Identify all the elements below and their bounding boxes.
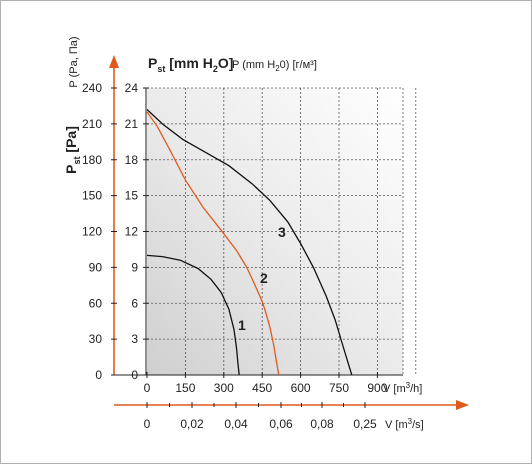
axes: [109, 55, 469, 410]
pa-tick-label-1: 30: [89, 332, 103, 346]
mmh2o-tick-label-3: 9: [131, 260, 138, 274]
pa-tick-label-5: 150: [82, 189, 102, 203]
mmh2o-tick-label-1: 3: [131, 332, 138, 346]
pa-tick-label-0: 0: [95, 368, 102, 382]
y-axis-pa-arrow: [109, 55, 119, 68]
mmh2o-tick-label-4: 12: [125, 225, 139, 239]
header-pst-label: Pst [mm H2O]: [148, 55, 233, 74]
m3s-tick-label-2: 0,04: [224, 417, 248, 431]
curve-label-2: 2: [260, 270, 268, 286]
grid: [147, 87, 417, 376]
x-axis-m3s-arrow: [456, 400, 469, 410]
curve-1: [146, 254, 240, 376]
pa-tick-label-8: 240: [82, 81, 102, 95]
ylabel-pst: Pst [Pa]: [63, 126, 82, 174]
mmh2o-tick-label-7: 21: [125, 117, 139, 131]
xlabel-m3h: V [m3/h]: [383, 381, 422, 395]
m3h-tick-label-5: 750: [329, 381, 349, 395]
m3s-tick-label-4: 0,08: [310, 417, 334, 431]
curve-3: [146, 109, 353, 376]
mmh2o-tick-label-2: 6: [131, 296, 138, 310]
m3h-tick-label-3: 450: [252, 381, 272, 395]
m3s-tick-label-1: 0,02: [180, 417, 204, 431]
m3h-tick-label-1: 150: [175, 381, 195, 395]
pa-tick-label-6: 180: [82, 153, 102, 167]
pa-tick-label-3: 90: [89, 260, 103, 274]
m3h-tick-label-4: 600: [291, 381, 311, 395]
pa-tick-label-2: 60: [89, 296, 103, 310]
curve-label-3: 3: [278, 224, 286, 240]
curves: 1 2 3: [146, 109, 353, 376]
m3s-tick-label-5: 0,25: [353, 417, 377, 431]
m3s-tick-label-3: 0,06: [269, 417, 293, 431]
mmh2o-tick-label-0: 0: [131, 368, 138, 382]
m3s-tick-label-0: 0: [144, 417, 151, 431]
m3h-tick-label-6: 900: [367, 381, 387, 395]
m3h-tick-label-0: 0: [144, 381, 151, 395]
mmh2o-tick-label-6: 18: [125, 153, 139, 167]
header-p-alt-label: P (mm H20) [г/м³]: [232, 59, 317, 73]
curve-label-1: 1: [238, 317, 246, 333]
pa-tick-label-7: 210: [82, 117, 102, 131]
curve-2: [146, 111, 280, 376]
mmh2o-tick-label-5: 15: [125, 189, 139, 203]
pa-tick-label-4: 120: [82, 225, 102, 239]
m3h-tick-label-2: 300: [214, 381, 234, 395]
ylabel-p-pa: P (Pa, Па): [68, 36, 80, 87]
mmh2o-tick-label-8: 24: [125, 81, 139, 95]
xlabel-m3s: V [m3/s]: [385, 417, 424, 431]
